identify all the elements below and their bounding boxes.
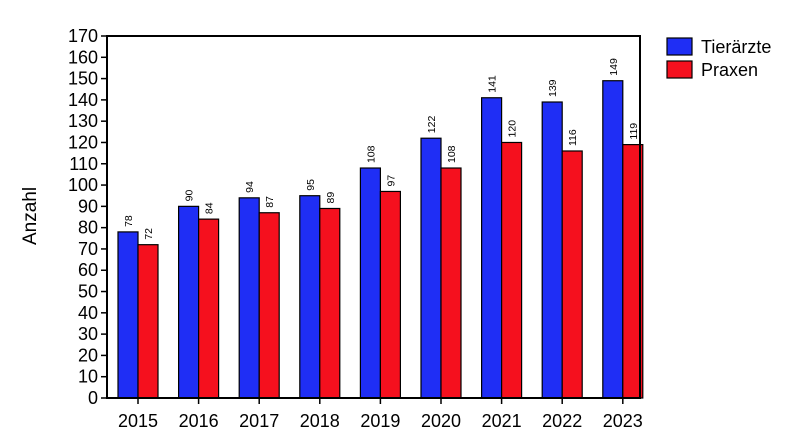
y-tick-label-10: 10 [78, 367, 98, 387]
bar-tierarzte-2021 [481, 97, 503, 399]
bar-praxen-2015 [137, 244, 159, 399]
bar-tierarzte-2017 [238, 197, 260, 399]
bars-group [117, 80, 644, 399]
y-tick-label-0: 0 [88, 388, 98, 408]
data-label-praxen-2021: 120 [507, 120, 519, 138]
bar-praxen-2018 [319, 207, 341, 399]
data-label-tierarzte-2016: 90 [184, 190, 196, 202]
y-axis-title: Anzahl [20, 187, 41, 245]
bar-tierarzte-2019 [359, 167, 381, 399]
bar-tierarzte-2016 [178, 205, 200, 399]
data-label-praxen-2018: 89 [325, 192, 337, 204]
data-label-praxen-2022: 116 [567, 129, 579, 146]
data-label-tierarzte-2022: 139 [547, 79, 559, 97]
data-label-praxen-2015: 72 [143, 228, 155, 240]
data-label-tierarzte-2015: 78 [123, 215, 135, 227]
x-tick-label-2015: 2015 [118, 411, 158, 431]
y-tick-label-70: 70 [78, 239, 98, 259]
bar-tierarzte-2023 [602, 80, 624, 399]
y-tick-label-30: 30 [78, 324, 98, 344]
data-label-praxen-2016: 84 [204, 202, 216, 214]
bar-praxen-2017 [258, 212, 280, 399]
y-tick-label-80: 80 [78, 218, 98, 238]
y-tick-label-50: 50 [78, 282, 98, 302]
bar-tierarzte-2020 [420, 137, 442, 399]
y-tick-label-160: 160 [68, 47, 98, 67]
bar-tierarzte-2018 [299, 195, 321, 399]
data-label-praxen-2020: 108 [446, 145, 458, 163]
x-axis: 2015 2016 2017 2018 2019 2020 2021 2022 2023 [118, 398, 643, 431]
bar-praxen-2019 [379, 190, 401, 399]
bar-tierarzte-2022 [541, 101, 563, 399]
x-tick-label-2023: 2023 [603, 411, 643, 431]
data-label-tierarzte-2020: 122 [426, 116, 438, 134]
x-tick-label-2021: 2021 [482, 411, 522, 431]
legend-swatch-tierarzte [666, 37, 693, 56]
legend-label-praxen: Praxen [701, 60, 758, 80]
y-axis: 0102030405060708090100110120130140150160… [68, 26, 107, 408]
data-label-praxen-2019: 97 [385, 175, 397, 187]
y-tick-label-130: 130 [68, 111, 98, 131]
plot-frame [106, 35, 641, 399]
y-tick-label-60: 60 [78, 260, 98, 280]
y-tick-label-90: 90 [78, 196, 98, 216]
x-tick-label-2018: 2018 [300, 411, 340, 431]
x-tick-label-2019: 2019 [360, 411, 400, 431]
data-label-praxen-2023: 119 [628, 123, 640, 140]
y-tick-label-100: 100 [68, 175, 98, 195]
x-tick-label-2020: 2020 [421, 411, 461, 431]
x-tick-label-2016: 2016 [179, 411, 219, 431]
x-tick-label-2017: 2017 [239, 411, 279, 431]
data-label-tierarzte-2019: 108 [365, 145, 377, 163]
y-tick-label-120: 120 [68, 132, 98, 152]
y-tick-label-140: 140 [68, 90, 98, 110]
data-label-tierarzte-2018: 95 [305, 179, 317, 191]
y-tick-label-20: 20 [78, 345, 98, 365]
legend: Tierärzte Praxen [666, 37, 771, 80]
data-label-tierarzte-2021: 141 [487, 75, 499, 93]
bar-praxen-2020 [440, 167, 462, 399]
data-label-praxen-2017: 87 [264, 196, 276, 208]
data-label-tierarzte-2023: 149 [608, 58, 620, 76]
data-labels-group: 78 72 90 84 94 87 95 89 108 97 122 108 141 120 139 116 1… [123, 58, 640, 240]
data-label-tierarzte-2017: 94 [244, 181, 256, 193]
x-tick-label-2022: 2022 [542, 411, 582, 431]
bar-tierarzte-2015 [117, 231, 139, 399]
y-tick-label-150: 150 [68, 69, 98, 89]
legend-label-tierarzte: Tierärzte [701, 37, 771, 57]
bar-praxen-2022 [561, 150, 583, 399]
bar-praxen-2016 [198, 218, 220, 399]
y-tick-label-40: 40 [78, 303, 98, 323]
bar-praxen-2021 [501, 141, 523, 399]
y-tick-label-170: 170 [68, 26, 98, 46]
legend-swatch-praxen [666, 60, 693, 79]
y-tick-label-110: 110 [69, 154, 98, 174]
